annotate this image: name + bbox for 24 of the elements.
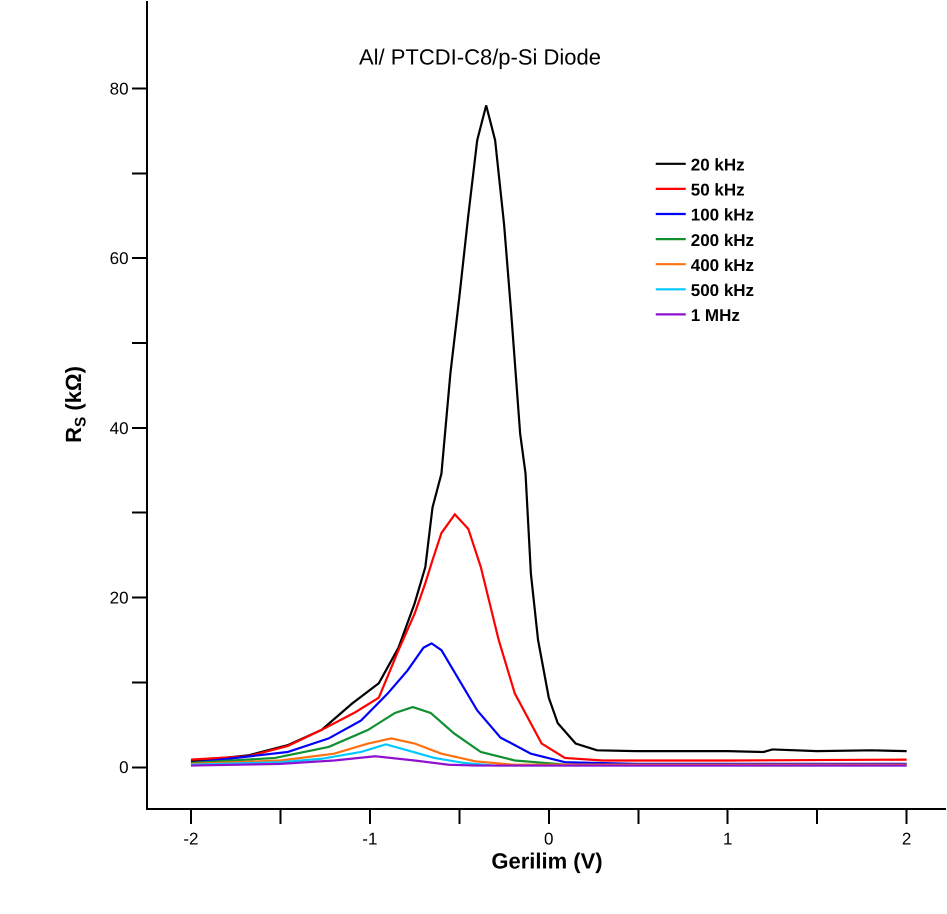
y-tick-label: 20 — [110, 588, 129, 608]
legend-label: 200 kHz — [690, 230, 754, 250]
y-tick-label: 80 — [110, 79, 129, 98]
x-axis-title: Gerilim (V) — [491, 848, 603, 874]
x-tick-label: -2 — [183, 829, 199, 848]
legend-label: 400 kHz — [690, 256, 754, 275]
y-tick-label: 60 — [110, 249, 129, 268]
x-tick-label: 2 — [902, 829, 912, 848]
legend-label: 1 MHz — [690, 306, 740, 326]
legend-label: 50 kHz — [690, 180, 745, 200]
line-series — [190, 513, 908, 762]
x-tick-label: 1 — [722, 829, 732, 848]
x-tick-label: 0 — [544, 829, 554, 848]
legend-label: 500 kHz — [690, 280, 754, 300]
text: Al/ PTCDI-C8/p-Si Diode — [358, 44, 602, 70]
line-series — [190, 104, 908, 762]
line-series — [190, 737, 908, 766]
legend-label: 20 kHz — [690, 155, 745, 174]
legend-label: 100 kHz — [690, 206, 754, 225]
y-tick-label: 40 — [110, 418, 129, 438]
line-series — [190, 755, 908, 767]
x-tick-label: -1 — [362, 829, 378, 848]
line-series — [190, 642, 908, 765]
y-tick-label: 0 — [119, 758, 129, 778]
